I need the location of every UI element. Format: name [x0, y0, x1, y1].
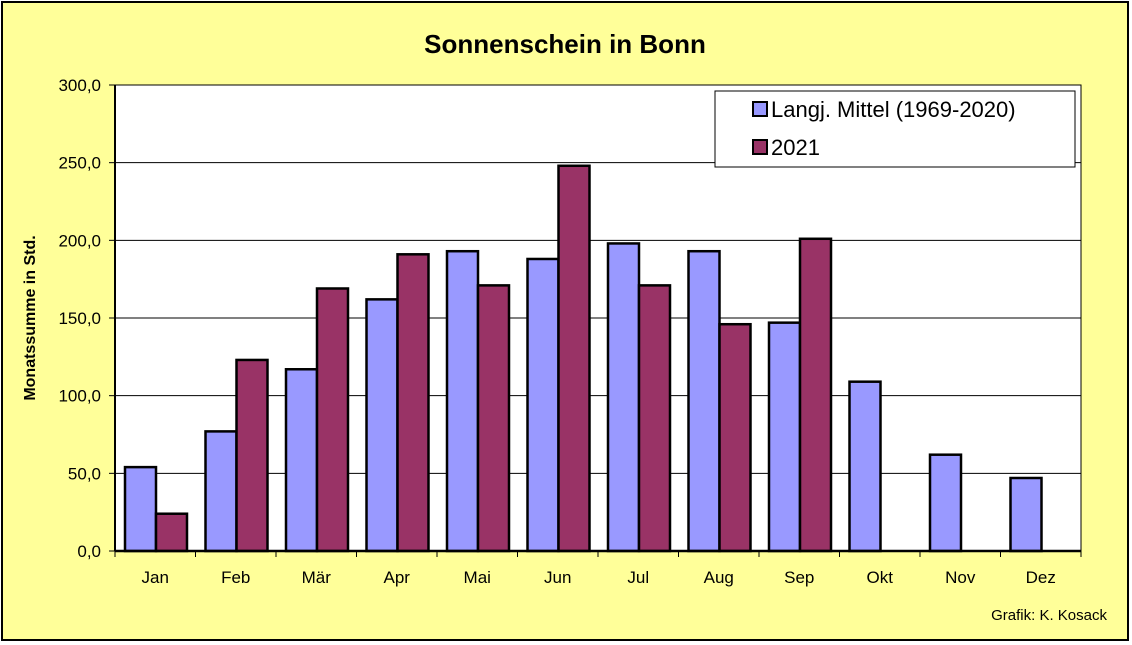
legend-label: Langj. Mittel (1969-2020): [771, 97, 1016, 122]
bar-2021: [557, 164, 591, 553]
y-tick-label: 150,0: [58, 309, 101, 328]
y-axis-label: Monatssumme in Std.: [22, 235, 39, 400]
legend-box: [714, 90, 1076, 168]
y-tick-label: 250,0: [58, 154, 101, 173]
bar-mittel: [204, 430, 238, 553]
y-tick-label: 300,0: [58, 76, 101, 95]
bar-2021: [154, 512, 189, 553]
bar-mittel: [365, 298, 399, 553]
bar-2021: [637, 284, 672, 553]
x-tick-label: Dez: [1026, 568, 1056, 587]
legend-swatch: [752, 101, 768, 117]
x-tick-label: Nov: [945, 568, 976, 587]
bar-2021: [235, 358, 269, 553]
bar-mittel: [928, 453, 963, 553]
bar-mittel: [445, 249, 480, 553]
bar-mittel: [1009, 476, 1043, 553]
bar-mittel: [848, 380, 882, 553]
chart-credit: Grafik: K. Kosack: [991, 607, 1107, 624]
x-tick-label: Mär: [302, 568, 332, 587]
bar-mittel: [687, 249, 721, 553]
bar-mittel: [123, 465, 158, 553]
legend-swatch: [752, 139, 768, 155]
bar-mittel: [606, 242, 641, 553]
x-tick-label: Aug: [704, 568, 734, 587]
bar-mittel: [526, 257, 560, 553]
x-tick-label: Jan: [142, 568, 169, 587]
x-tick-label: Jun: [544, 568, 571, 587]
x-tick-label: Feb: [221, 568, 250, 587]
bar-2021: [718, 322, 752, 553]
bar-2021: [396, 253, 430, 553]
x-tick-label: Sep: [784, 568, 814, 587]
x-tick-label: Apr: [384, 568, 411, 587]
y-tick-label: 0,0: [77, 542, 101, 561]
bar-2021: [315, 287, 350, 553]
x-tick-label: Okt: [867, 568, 894, 587]
bar-2021: [798, 237, 833, 553]
y-tick-label: 100,0: [58, 387, 101, 406]
x-tick-label: Jul: [627, 568, 649, 587]
bar-2021: [476, 284, 511, 553]
y-tick-label: 200,0: [58, 231, 101, 250]
y-tick-label: 50,0: [68, 464, 101, 483]
bar-chart: 0,0 50,0 100,0 150,0 200,0 250,0 300,0 Jan Feb Mä…: [22, 76, 1082, 587]
bar-mittel: [767, 321, 802, 553]
bar-mittel: [284, 368, 319, 553]
legend-label: 2021: [771, 135, 820, 160]
x-tick-label: Mai: [464, 568, 491, 587]
chart-title: Sonnenschein in Bonn: [424, 29, 706, 59]
